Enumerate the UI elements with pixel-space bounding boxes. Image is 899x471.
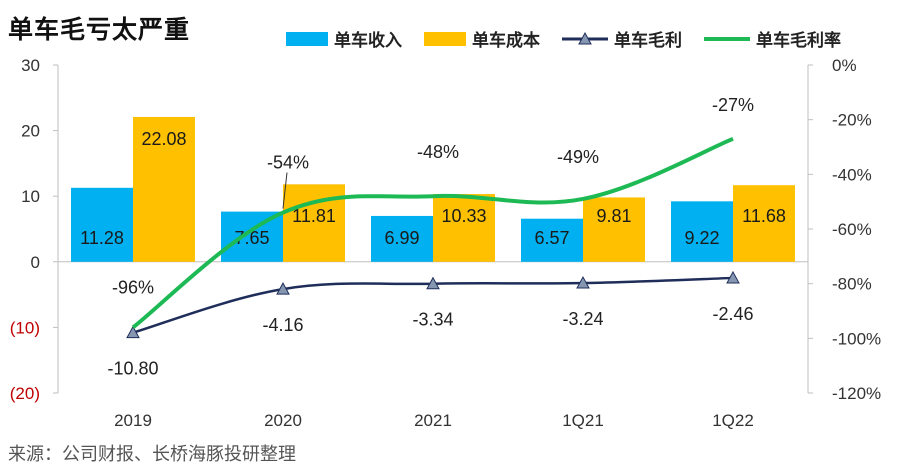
x-tick-label: 1Q22: [712, 411, 754, 430]
chart-legend: 单车收入 单车成本 单车毛利 单车毛利率: [286, 26, 863, 51]
left-tick-label: 0: [31, 253, 40, 272]
label-gross-profit: -4.16: [262, 315, 303, 335]
chart-title: 单车毛亏太严重: [8, 15, 191, 44]
bar-revenue: [521, 218, 583, 262]
bar-revenue-label: 11.28: [80, 228, 124, 248]
right-tick-label: -20%: [832, 111, 872, 130]
x-tick-label: 2019: [114, 411, 152, 430]
bar-cost-label: 11.81: [292, 206, 336, 226]
marker-gross-profit: [576, 276, 590, 289]
bar-cost-label: 10.33: [441, 206, 486, 226]
bar-cost: [433, 194, 495, 262]
legend-item-gross-profit: 单车毛利: [562, 26, 682, 51]
label-gross-margin: -27%: [712, 95, 754, 115]
bar-revenue: [671, 201, 733, 262]
label-gross-profit: -3.24: [562, 309, 603, 329]
right-tick-label: 0%: [832, 56, 857, 75]
x-tick-label: 2021: [414, 411, 452, 430]
bar-revenue: [221, 211, 283, 262]
marker-gross-profit: [726, 270, 740, 284]
legend-item-revenue: 单车收入: [286, 26, 402, 51]
bar-cost: [583, 197, 645, 262]
marker-gross-profit: [126, 325, 140, 339]
legend-swatch-gross-profit: [562, 31, 608, 44]
bar-cost: [733, 185, 795, 262]
bar-revenue: [371, 215, 433, 262]
legend-swatch-cost: [424, 31, 466, 46]
right-tick-label: -40%: [832, 165, 872, 184]
legend-label-gross-profit: 单车毛利: [614, 31, 682, 51]
left-tick-label: 20: [21, 122, 40, 141]
bar-revenue-label: 7.65: [234, 228, 269, 248]
bar-revenue: [71, 187, 133, 262]
marker-gross-profit: [426, 276, 440, 290]
source-note: 来源：公司财报、长桥海豚投研整理: [8, 444, 296, 465]
marker-gross-profit: [276, 282, 290, 295]
line-gross-margin: [131, 136, 734, 329]
bar-revenue-label: 6.57: [534, 228, 569, 248]
legend-label-cost: 单车成本: [472, 31, 540, 51]
bar-revenue-label: 9.22: [684, 228, 719, 248]
label-gross-margin: -49%: [557, 147, 599, 167]
left-tick-label: 10: [21, 187, 40, 206]
left-tick-label: 30: [21, 56, 40, 75]
label-gross-margin: -54%: [267, 153, 309, 173]
legend-label-revenue: 单车收入: [334, 31, 402, 51]
label-gross-margin: -48%: [417, 142, 459, 162]
right-tick-label: -120%: [832, 384, 881, 403]
label-gross-profit: -10.80: [107, 359, 158, 379]
left-tick-label: (10): [10, 318, 40, 337]
legend-swatch-gross-margin: [704, 36, 750, 41]
bar-cost: [133, 116, 195, 262]
bar-cost-label: 22.08: [141, 129, 186, 149]
left-tick-label: (20): [10, 384, 40, 403]
right-tick-label: -100%: [832, 329, 881, 348]
legend-swatch-revenue: [286, 31, 328, 46]
legend-label-gross-margin: 单车毛利率: [756, 31, 841, 51]
right-tick-label: -80%: [832, 275, 872, 294]
label-gross-profit: -2.46: [712, 304, 753, 324]
label-gross-profit: -3.34: [412, 310, 453, 330]
x-tick-label: 1Q21: [562, 411, 604, 430]
bar-cost-label: 9.81: [596, 206, 631, 226]
legend-item-cost: 单车成本: [424, 26, 540, 51]
bar-cost-label: 11.68: [742, 206, 786, 226]
leader-line: [282, 172, 288, 209]
legend-item-gross-margin: 单车毛利率: [704, 26, 841, 51]
label-gross-margin: -96%: [112, 277, 154, 297]
right-tick-label: -60%: [832, 220, 872, 239]
bar-revenue-label: 6.99: [384, 228, 419, 248]
x-tick-label: 2020: [264, 411, 302, 430]
